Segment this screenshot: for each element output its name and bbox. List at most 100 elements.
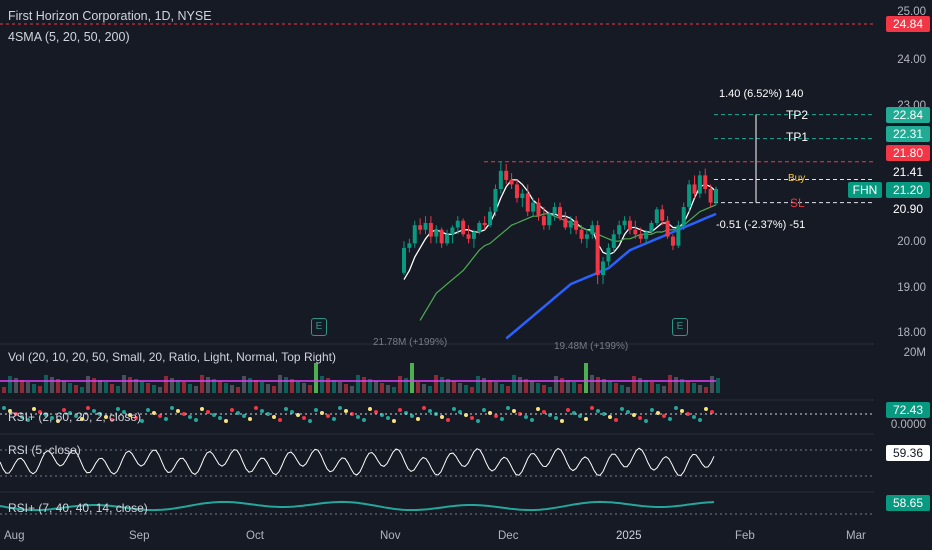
volume-bar bbox=[542, 385, 546, 393]
rsi-dot bbox=[368, 407, 372, 411]
rsi-dot bbox=[206, 410, 210, 414]
volume-bar bbox=[182, 382, 186, 393]
price-axis-label: 19.00 bbox=[897, 282, 926, 294]
rsi-plus-1-value: 72.43 bbox=[886, 402, 930, 418]
volume-bar bbox=[14, 378, 18, 393]
rsi-dot bbox=[266, 412, 270, 416]
rsi-dot bbox=[416, 417, 420, 421]
rsi-dot bbox=[590, 406, 594, 410]
volume-bar bbox=[332, 380, 336, 393]
volume-bar bbox=[584, 363, 588, 393]
candle-body bbox=[606, 247, 611, 262]
rsi-dot bbox=[164, 417, 168, 421]
volume-bar bbox=[470, 387, 474, 393]
volume-bar bbox=[404, 378, 408, 393]
volume-bar bbox=[530, 381, 534, 393]
rsi-dot bbox=[494, 414, 498, 418]
volume-bar bbox=[632, 376, 636, 393]
volume-bar bbox=[314, 363, 318, 393]
volume-bar bbox=[236, 387, 240, 393]
price-tag-22-84: 22.84 bbox=[886, 107, 930, 123]
volume-bar bbox=[122, 375, 126, 393]
volume-bar bbox=[50, 377, 54, 393]
volume-bar bbox=[278, 375, 282, 393]
candle-body bbox=[525, 193, 530, 212]
candle-body bbox=[477, 222, 482, 233]
indicator-legend[interactable]: 4SMA (5, 20, 50, 200) bbox=[8, 30, 130, 44]
rsi-dot bbox=[374, 410, 378, 414]
rsi-dot bbox=[482, 408, 486, 412]
volume-bar bbox=[242, 376, 246, 393]
rsi-dot bbox=[230, 408, 234, 412]
volume-bar bbox=[482, 378, 486, 393]
rsi-dot bbox=[140, 419, 144, 423]
volume-bar bbox=[152, 385, 156, 393]
candle-body bbox=[466, 234, 471, 239]
rsi-dot bbox=[236, 411, 240, 415]
volume-bar bbox=[254, 380, 258, 393]
volume-bar bbox=[266, 384, 270, 393]
volume-bar bbox=[302, 383, 306, 393]
volume-bar bbox=[308, 385, 312, 393]
candle-body bbox=[514, 184, 519, 199]
candle-body bbox=[536, 202, 541, 217]
time-axis-label: Aug bbox=[4, 530, 25, 542]
rsi-dot bbox=[578, 414, 582, 418]
rsi-dot bbox=[692, 415, 696, 419]
volume-bar bbox=[596, 377, 600, 393]
rsi-dot bbox=[452, 407, 456, 411]
rsi-dot bbox=[26, 418, 30, 422]
volume-pane-title[interactable]: Vol (20, 10, 20, 50, Small, 20, Ratio, L… bbox=[8, 350, 336, 364]
candle-body bbox=[670, 236, 675, 246]
rsi-dot bbox=[650, 408, 654, 412]
rsi-dot bbox=[332, 417, 336, 421]
candle-body bbox=[681, 207, 686, 226]
price-tag-21-20: 21.20 bbox=[886, 182, 930, 198]
volume-bar bbox=[380, 383, 384, 393]
volume-bar bbox=[26, 382, 30, 393]
candle-body bbox=[402, 247, 406, 273]
candle-body bbox=[461, 220, 466, 235]
volume-bar bbox=[434, 375, 438, 393]
rsi-plus-2-value: 58.65 bbox=[886, 495, 930, 511]
rsi-dot bbox=[356, 415, 360, 419]
candle-body bbox=[520, 193, 525, 199]
rsi-plus-2-title[interactable]: RSI+ (7, 40, 40, 14, close) bbox=[8, 501, 148, 515]
candle-body bbox=[434, 229, 439, 237]
rsi-dot bbox=[542, 410, 546, 414]
rsi-dot bbox=[116, 407, 120, 411]
volume-bar bbox=[476, 376, 480, 393]
volume-bar bbox=[650, 382, 654, 393]
rsi-dot bbox=[296, 413, 300, 417]
rsi-title[interactable]: RSI (5, close) bbox=[8, 443, 81, 457]
volume-bar bbox=[350, 386, 354, 393]
candle-body bbox=[638, 234, 643, 239]
volume-bar bbox=[686, 381, 690, 393]
earnings-marker-icon[interactable]: E bbox=[311, 318, 327, 336]
price-tag-21-41: 21.41 bbox=[886, 164, 930, 180]
volume-bar bbox=[644, 380, 648, 393]
rsi-dot bbox=[176, 409, 180, 413]
time-axis-label: Dec bbox=[498, 530, 519, 542]
volume-bar bbox=[356, 375, 360, 393]
volume-bar bbox=[176, 380, 180, 393]
volume-bar bbox=[188, 384, 192, 393]
rsi-dot bbox=[86, 406, 90, 410]
volume-bar bbox=[74, 385, 78, 393]
rsi-dot bbox=[134, 416, 138, 420]
rsi-dot bbox=[248, 417, 252, 421]
candle-body bbox=[445, 234, 450, 244]
volume-bar bbox=[458, 383, 462, 393]
volume-bar bbox=[674, 377, 678, 393]
rsi-dot bbox=[194, 418, 198, 422]
volume-bar bbox=[344, 384, 348, 393]
rsi-dot bbox=[80, 417, 84, 421]
rsi-dot bbox=[620, 407, 624, 411]
rsi-plus-1-title[interactable]: RSI+ (2, 60, 20, 2, close) bbox=[8, 410, 142, 424]
earnings-marker-icon[interactable]: E bbox=[672, 318, 688, 336]
downside-measure-label: -0.51 (-2.37%) -51 bbox=[716, 219, 806, 231]
candle-body bbox=[644, 232, 649, 239]
rsi-dot bbox=[698, 418, 702, 422]
volume-bar bbox=[500, 384, 504, 393]
